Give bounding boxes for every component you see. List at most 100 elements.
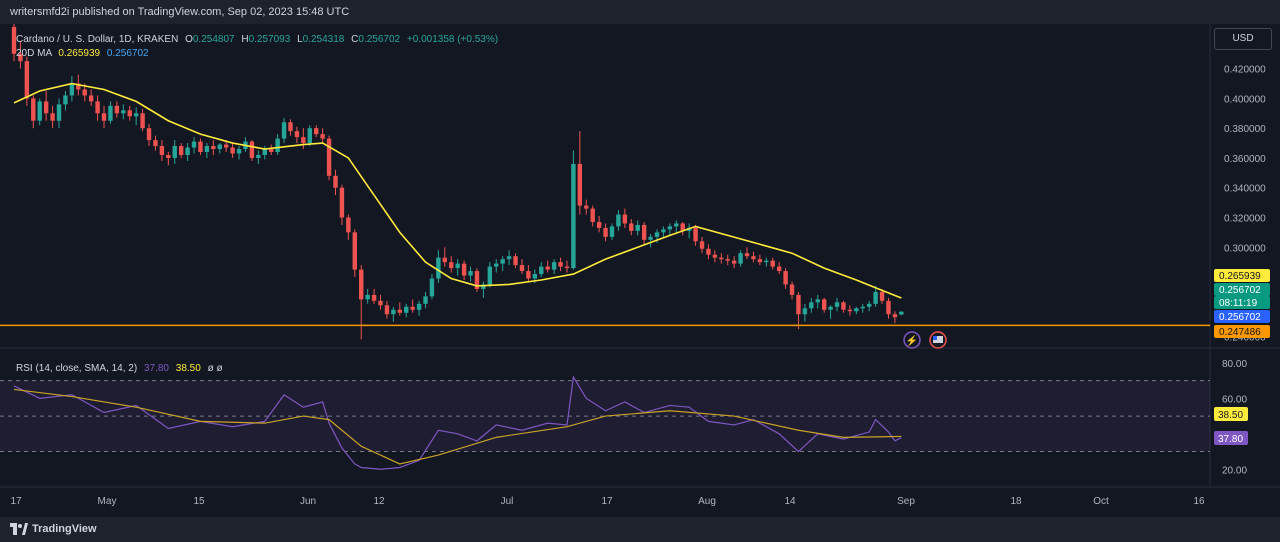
candle-body xyxy=(590,208,595,222)
candle xyxy=(95,95,100,121)
candle xyxy=(751,251,756,263)
candle xyxy=(191,137,197,154)
price-badge: 0.247486 xyxy=(1214,325,1270,338)
candle-body xyxy=(706,248,711,255)
published-text: writersmfd2i published on TradingView.co… xyxy=(10,6,350,18)
ma-legend-label: 20D MA xyxy=(16,48,52,59)
candle xyxy=(153,135,158,151)
candle-body xyxy=(429,278,435,297)
candle-body xyxy=(500,259,505,264)
price-chart[interactable]: 0.420000 0.400000 0.380000 0.360000 0.340000… xyxy=(0,24,1280,517)
dividend-icon[interactable] xyxy=(903,331,921,349)
candle xyxy=(63,90,68,111)
candle-body xyxy=(69,83,75,96)
candle-body xyxy=(18,53,23,62)
candle-body xyxy=(410,306,415,310)
price-tick-label: 0.360000 xyxy=(1224,154,1266,165)
time-tick-label: 15 xyxy=(193,496,205,507)
candle-body xyxy=(198,141,203,152)
candle-body xyxy=(178,146,184,155)
candle-body xyxy=(121,110,126,114)
price-badge-bg xyxy=(1214,269,1270,282)
candle xyxy=(648,233,653,248)
candle xyxy=(622,208,628,228)
axis-badges: 0.265939 0.256702 08:11:19 0.256702 0.247486… xyxy=(1214,269,1270,445)
candle xyxy=(391,306,396,322)
candle xyxy=(359,265,364,340)
candle xyxy=(899,311,904,316)
candle-body xyxy=(133,113,139,117)
candle-body xyxy=(423,296,428,304)
candle-body xyxy=(783,271,788,285)
footer-bar: TradingView xyxy=(0,517,1280,542)
candle-body xyxy=(301,137,306,144)
candle-body xyxy=(359,269,364,300)
price-badge-bg xyxy=(1214,310,1270,323)
candle xyxy=(828,305,833,319)
candle xyxy=(558,257,563,272)
time-tick-label: Jul xyxy=(501,496,514,507)
candle-body xyxy=(841,302,846,310)
candle-body xyxy=(288,122,293,132)
candle-body xyxy=(719,257,724,260)
candle xyxy=(236,146,242,160)
candle xyxy=(571,150,576,270)
indicator-lines xyxy=(0,82,1210,470)
candle xyxy=(249,140,255,161)
candle xyxy=(815,294,820,309)
candle xyxy=(69,76,75,102)
candle-body xyxy=(108,105,113,121)
candle xyxy=(281,117,287,144)
candle xyxy=(590,205,595,227)
candle xyxy=(680,221,685,236)
candle xyxy=(18,41,23,69)
candle-body xyxy=(442,257,448,263)
candle-body xyxy=(854,308,859,312)
candle-body xyxy=(166,154,171,158)
candle xyxy=(719,253,724,264)
candle xyxy=(404,303,409,318)
candle-body xyxy=(564,266,570,269)
candle xyxy=(783,268,788,289)
candle-body xyxy=(474,271,480,289)
price-badge: 0.256702 xyxy=(1214,310,1270,323)
candle-body xyxy=(654,232,660,237)
candle-body xyxy=(635,224,640,231)
event-markers[interactable]: ⚡ xyxy=(903,331,947,349)
candle-body xyxy=(211,146,216,150)
lightning-icon: ⚡ xyxy=(906,334,918,347)
candle-body xyxy=(269,149,274,152)
candle xyxy=(699,236,705,254)
candle xyxy=(11,24,17,62)
candle-body xyxy=(622,214,628,224)
candle-body xyxy=(63,95,68,105)
candle xyxy=(789,281,795,300)
candle xyxy=(487,262,493,288)
candle xyxy=(506,250,512,266)
candle-body xyxy=(88,95,94,102)
candle-body xyxy=(140,113,145,129)
candle xyxy=(108,101,113,124)
candle-body xyxy=(834,302,840,307)
candle xyxy=(584,199,589,215)
candle-body xyxy=(275,138,280,152)
candle-body xyxy=(873,291,878,304)
candle-body xyxy=(127,110,132,117)
candle-body xyxy=(757,259,763,263)
candle xyxy=(481,281,486,298)
candle-body xyxy=(114,105,120,114)
candle xyxy=(288,119,293,136)
currency-button[interactable]: USD xyxy=(1214,28,1272,50)
candle xyxy=(494,259,499,273)
candle-body xyxy=(352,232,357,270)
tradingview-logo[interactable]: TradingView xyxy=(10,522,97,536)
candle xyxy=(256,150,261,164)
price-badge-text: 0.247486 xyxy=(1219,327,1261,338)
candle-body xyxy=(487,266,493,285)
candle xyxy=(886,297,891,319)
rsi-band xyxy=(0,380,1210,453)
candle xyxy=(468,266,473,282)
candle xyxy=(500,256,505,272)
time-tick-label: Oct xyxy=(1093,496,1109,507)
candle xyxy=(667,223,673,236)
